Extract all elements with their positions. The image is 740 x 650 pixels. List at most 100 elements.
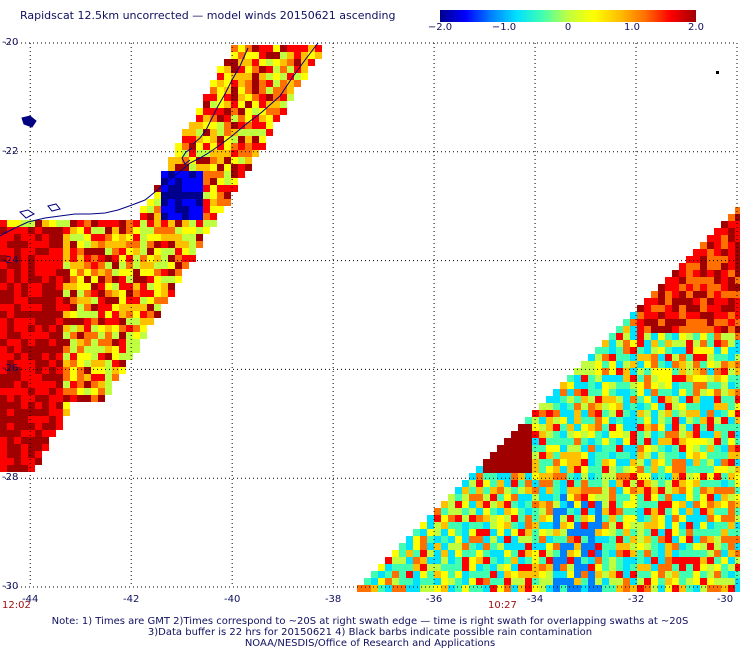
wind-cell <box>287 73 294 80</box>
wind-cell <box>84 311 91 318</box>
wind-cell <box>588 543 595 550</box>
wind-cell <box>630 361 637 368</box>
wind-cell <box>42 248 49 255</box>
wind-cell <box>525 445 532 452</box>
wind-cell <box>630 501 637 508</box>
wind-cell <box>98 353 105 360</box>
wind-cell <box>693 256 700 263</box>
wind-cell <box>399 564 406 571</box>
wind-cell <box>42 241 49 248</box>
wind-cell <box>56 409 63 416</box>
wind-cell <box>189 227 196 234</box>
wind-cell <box>84 297 91 304</box>
wind-cell <box>665 550 672 557</box>
wind-cell <box>35 423 42 430</box>
wind-cell <box>553 438 560 445</box>
wind-cell <box>609 501 616 508</box>
wind-cell <box>651 487 658 494</box>
wind-cell <box>693 564 700 571</box>
wind-cell <box>714 347 721 354</box>
wind-cell <box>35 297 42 304</box>
wind-cell <box>623 403 630 410</box>
wind-cell <box>98 332 105 339</box>
wind-cell <box>518 445 525 452</box>
wind-cell <box>28 346 35 353</box>
wind-cell <box>728 403 735 410</box>
wind-cell <box>0 360 7 367</box>
wind-cell <box>28 332 35 339</box>
wind-cell <box>602 564 609 571</box>
wind-cell <box>63 290 70 297</box>
wind-cell <box>707 543 714 550</box>
wind-cell <box>560 536 567 543</box>
wind-cell <box>399 543 406 550</box>
wind-cell <box>105 290 112 297</box>
wind-cell <box>700 305 707 312</box>
wind-cell <box>28 451 35 458</box>
wind-cell <box>280 108 287 115</box>
wind-cell <box>42 388 49 395</box>
wind-cell <box>168 164 175 171</box>
wind-cell <box>154 255 161 262</box>
wind-cell <box>49 395 56 402</box>
wind-cell <box>700 249 707 256</box>
wind-cell <box>49 416 56 423</box>
wind-cell <box>231 122 238 129</box>
wind-cell <box>672 459 679 466</box>
wind-cell <box>567 508 574 515</box>
wind-cell <box>616 438 623 445</box>
wind-cell <box>679 347 686 354</box>
wind-cell <box>630 508 637 515</box>
wind-cell <box>609 529 616 536</box>
wind-cell <box>672 550 679 557</box>
wind-cell <box>21 423 28 430</box>
wind-cell <box>497 529 504 536</box>
wind-cell <box>602 438 609 445</box>
wind-cell <box>14 360 21 367</box>
wind-cell <box>0 332 7 339</box>
wind-cell <box>7 346 14 353</box>
wind-cell <box>560 508 567 515</box>
wind-cell <box>574 452 581 459</box>
wind-cell <box>637 368 644 375</box>
wind-cell <box>630 424 637 431</box>
wind-cell <box>644 536 651 543</box>
wind-cell <box>490 550 497 557</box>
wind-cell <box>210 199 217 206</box>
wind-cell <box>399 550 406 557</box>
wind-cell <box>476 480 483 487</box>
wind-cell <box>679 382 686 389</box>
wind-cell <box>574 515 581 522</box>
wind-cell <box>588 585 595 592</box>
wind-cell <box>259 94 266 101</box>
wind-cell <box>686 410 693 417</box>
wind-cell <box>623 382 630 389</box>
wind-cell <box>651 494 658 501</box>
wind-cell <box>728 550 735 557</box>
wind-cell <box>616 585 623 592</box>
wind-cell <box>630 403 637 410</box>
wind-cell <box>658 368 665 375</box>
island-3 <box>47 203 61 212</box>
wind-cell <box>588 508 595 515</box>
wind-cell <box>637 466 644 473</box>
wind-cell <box>504 508 511 515</box>
wind-cell <box>728 291 735 298</box>
wind-cell <box>56 220 63 227</box>
wind-cell <box>651 501 658 508</box>
wind-cell <box>721 480 728 487</box>
wind-cell <box>112 262 119 269</box>
wind-cell <box>672 529 679 536</box>
wind-cell <box>133 241 140 248</box>
wind-cell <box>623 550 630 557</box>
wind-cell <box>574 466 581 473</box>
wind-cell <box>672 515 679 522</box>
wind-cell <box>679 557 686 564</box>
wind-cell <box>644 571 651 578</box>
wind-cell <box>504 550 511 557</box>
wind-cell <box>595 578 602 585</box>
wind-cell <box>28 423 35 430</box>
wind-cell <box>112 304 119 311</box>
wind-cell <box>721 396 728 403</box>
wind-cell <box>546 550 553 557</box>
